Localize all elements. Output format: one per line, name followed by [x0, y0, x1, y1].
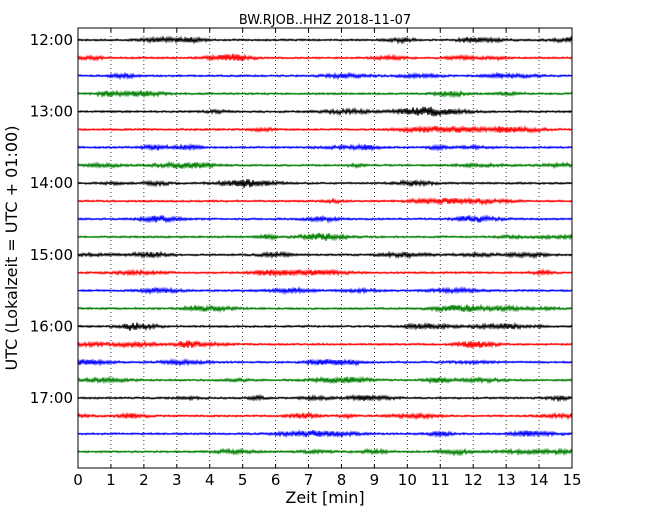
seismogram-trace [77, 268, 573, 278]
seismogram-trace [77, 53, 573, 62]
y-axis-label: UTC (Lokalzeit = UTC + 01:00) [2, 126, 21, 371]
x-tick-label: 14 [530, 471, 549, 489]
x-tick-label: 5 [238, 471, 248, 489]
y-tick-label: 16:00 [30, 317, 73, 335]
seismogram-trace [77, 447, 573, 457]
seismogram-trace [77, 339, 573, 349]
seismogram-trace [77, 35, 573, 45]
seismogram-trace [77, 196, 573, 206]
x-tick-label: 4 [205, 471, 215, 489]
seismogram-trace [77, 250, 573, 260]
x-tick-label: 0 [73, 471, 83, 489]
seismogram-trace [77, 429, 573, 439]
chart-title: BW.RJOB..HHZ 2018-11-07 [239, 13, 411, 28]
seismogram-trace [77, 411, 573, 421]
x-tick-label: 13 [497, 471, 516, 489]
y-tick-label: 12:00 [30, 31, 73, 49]
seismogram-trace [77, 321, 573, 332]
seismogram-trace [77, 375, 573, 385]
x-tick-label: 2 [139, 471, 149, 489]
y-tick-label: 15:00 [30, 246, 73, 264]
y-tick-label: 13:00 [30, 103, 73, 121]
seismogram-trace [77, 232, 573, 242]
x-tick-label: 12 [464, 471, 483, 489]
seismogram-trace [77, 89, 573, 99]
x-tick-label: 8 [337, 471, 347, 489]
x-tick-label: 10 [398, 471, 417, 489]
y-tick-label: 17:00 [30, 389, 73, 407]
seismogram-trace [77, 106, 573, 117]
plot-frame [77, 27, 573, 469]
y-tick-label: 14:00 [30, 174, 73, 192]
seismogram-trace [77, 178, 573, 188]
x-tick-label: 1 [106, 471, 116, 489]
y-axis-ticks: 12:00 13:00 14:00 15:00 16:00 17:00 [30, 31, 572, 407]
x-tick-label: 7 [304, 471, 314, 489]
x-axis-ticks: 0 1 2 3 4 5 6 7 8 9 10 11 12 13 14 15 [73, 28, 582, 489]
vertical-gridlines [110, 28, 540, 468]
x-tick-label: 9 [370, 471, 380, 489]
seismogram-trace [77, 142, 573, 152]
x-tick-label: 6 [271, 471, 281, 489]
seismogram-trace [77, 71, 573, 81]
seismogram-traces [77, 35, 573, 457]
seismogram-trace [77, 393, 573, 403]
seismogram-trace [77, 357, 573, 367]
seismogram-trace [77, 214, 573, 224]
seismogram-trace [77, 303, 573, 314]
seismogram-trace [77, 285, 573, 296]
x-axis-label: Zeit [min] [285, 488, 364, 507]
x-tick-label: 15 [562, 471, 581, 489]
seismogram-trace [77, 160, 573, 170]
x-tick-label: 11 [431, 471, 450, 489]
seismogram-trace [77, 125, 573, 134]
x-tick-label: 3 [172, 471, 182, 489]
